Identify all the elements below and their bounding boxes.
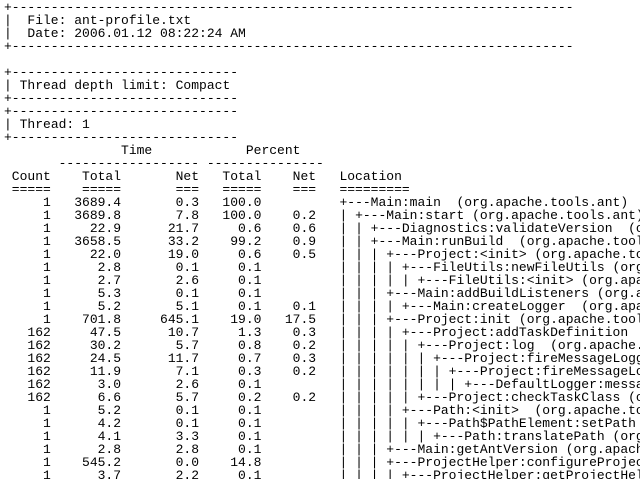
row-metrics: 162 3.0 2.6 0.1 bbox=[4, 377, 340, 392]
table-row: 1 4.2 0.1 0.1 | | | | | +---Path$PathEle… bbox=[4, 417, 640, 430]
row-metrics: 162 6.6 5.7 0.2 0.2 bbox=[4, 390, 340, 405]
outer-box-border-bottom: +---------------------------------------… bbox=[4, 39, 574, 54]
row-metrics: 1 701.8 645.1 19.0 17.5 bbox=[4, 312, 340, 327]
table-row: 1 3689.8 7.8 100.0 0.2 | +---Main:start … bbox=[4, 209, 640, 222]
table-row: 162 30.2 5.7 0.8 0.2 | | | | | +---Proje… bbox=[4, 339, 640, 352]
row-location: | | | +---Project:init (org.apache.tool bbox=[339, 312, 640, 327]
table-row: 1 701.8 645.1 19.0 17.5 | | | +---Projec… bbox=[4, 313, 640, 326]
thread-depth-line-label: Thread depth limit: Compact bbox=[19, 78, 231, 93]
date-line-label: Date: 2006.01.12 08:22:24 AM bbox=[27, 26, 246, 41]
row-metrics: 1 22.9 21.7 0.6 0.6 bbox=[4, 221, 340, 236]
table-row: 1 5.2 5.1 0.1 0.1 | | | | +---Main:creat… bbox=[4, 300, 640, 313]
table-row: 162 24.5 11.7 0.7 0.3 | | | | | | +---Pr… bbox=[4, 352, 640, 365]
inner-box-border: +----------------------------- bbox=[4, 91, 239, 106]
row-metrics: 162 30.2 5.7 0.8 0.2 bbox=[4, 338, 340, 353]
table-row: 1 5.3 0.1 0.1 | | | +---Main:addBuildLis… bbox=[4, 287, 640, 300]
file-line-label: File: ant-profile.txt bbox=[27, 13, 192, 28]
inner-box-border: +----------------------------- bbox=[4, 104, 239, 119]
row-location: | | | | | +---Project:log (org.apache. bbox=[339, 338, 640, 353]
box-pipe-prefix: | bbox=[4, 13, 28, 28]
row-metrics: 1 4.2 0.1 0.1 bbox=[4, 416, 340, 431]
row-location: | | | | | +---Path$PathElement:setPath bbox=[339, 416, 636, 431]
outer-box-border-top: +---------------------------------------… bbox=[4, 0, 574, 15]
inner-box-border: +----------------------------- bbox=[4, 65, 239, 80]
row-metrics: 1 2.7 2.6 0.1 bbox=[4, 273, 340, 288]
row-metrics: 1 3658.5 33.2 99.2 0.9 bbox=[4, 234, 340, 249]
table-row: 162 3.0 2.6 0.1 | | | | | | | | +---Defa… bbox=[4, 378, 640, 391]
table-row: 1 2.8 0.1 0.1 | | | | +---FileUtils:newF… bbox=[4, 261, 640, 274]
table-row: 162 11.9 7.1 0.3 0.2 | | | | | | | +---P… bbox=[4, 365, 640, 378]
row-metrics: 1 5.2 0.1 0.1 bbox=[4, 403, 340, 418]
row-location: | +---Main:start (org.apache.tools.ant) bbox=[339, 208, 640, 223]
row-metrics: 1 545.2 0.0 14.8 bbox=[4, 455, 340, 470]
row-metrics: 1 5.3 0.1 0.1 bbox=[4, 286, 340, 301]
table-row: 1 3.7 2.2 0.1 | | | | +---ProjectHelper:… bbox=[4, 469, 640, 479]
row-metrics: 1 22.0 19.0 0.6 0.5 bbox=[4, 247, 340, 262]
row-location: | | +---Main:runBuild (org.apache.tool bbox=[339, 234, 640, 249]
table-row: 1 22.9 21.7 0.6 0.6 | | +---Diagnostics:… bbox=[4, 222, 640, 235]
row-metrics: 1 4.1 3.3 0.1 bbox=[4, 429, 340, 444]
file-line: | File: ant-profile.txt bbox=[4, 14, 640, 27]
row-metrics: 1 2.8 2.8 0.1 bbox=[4, 442, 340, 457]
box-pipe-prefix: | bbox=[4, 117, 20, 132]
row-location: | | | | +---FileUtils:newFileUtils (org bbox=[339, 260, 640, 275]
column-group-underline: ------------------ --------------- bbox=[4, 156, 324, 171]
table-row: 162 6.6 5.7 0.2 0.2 | | | | | +---Projec… bbox=[4, 391, 640, 404]
row-metrics: 1 5.2 5.1 0.1 0.1 bbox=[4, 299, 340, 314]
row-location: | | | | | | | +---Project:fireMessageLo bbox=[339, 364, 640, 379]
row-location: | | | +---ProjectHelper:configureProjec bbox=[339, 455, 640, 470]
thread-line-label: Thread: 1 bbox=[19, 117, 90, 132]
date-line: | Date: 2006.01.12 08:22:24 AM bbox=[4, 27, 640, 40]
thread-line: | Thread: 1 bbox=[4, 118, 640, 131]
column-header-row: Count Total Net Total Net Location bbox=[4, 169, 402, 184]
row-location: | | | +---Main:getAntVersion (org.apach bbox=[339, 442, 640, 457]
row-location: | | | | | +---Project:checkTaskClass (o bbox=[339, 390, 640, 405]
row-location: | | | | | | +---Project:fireMessageLogg bbox=[339, 351, 640, 366]
row-metrics: 1 3.7 2.2 0.1 bbox=[4, 468, 340, 479]
row-location: | | | +---Project:<init> (org.apache.to bbox=[339, 247, 640, 262]
row-location: | | | +---Main:addBuildListeners (org.a bbox=[339, 286, 640, 301]
row-location: +---Main:main (org.apache.tools.ant) bbox=[339, 195, 629, 210]
table-row: 162 47.5 10.7 1.3 0.3 | | | | +---Projec… bbox=[4, 326, 640, 339]
row-location: | | | | | | | | +---DefaultLogger:messa bbox=[339, 377, 640, 392]
table-row: 1 4.1 3.3 0.1 | | | | | | +---Path:trans… bbox=[4, 430, 640, 443]
table-row: 1 3658.5 33.2 99.2 0.9 | | +---Main:runB… bbox=[4, 235, 640, 248]
table-row: 1 3689.4 0.3 100.0 +---Main:main (org.ap… bbox=[4, 196, 640, 209]
table-row: 1 2.8 2.8 0.1 | | | +---Main:getAntVersi… bbox=[4, 443, 640, 456]
table-row: 1 545.2 0.0 14.8 | | | +---ProjectHelper… bbox=[4, 456, 640, 469]
row-location: | | | | +---Path:<init> (org.apache.to bbox=[339, 403, 640, 418]
row-metrics: 162 24.5 11.7 0.7 0.3 bbox=[4, 351, 340, 366]
row-metrics: 1 3689.8 7.8 100.0 0.2 bbox=[4, 208, 340, 223]
row-location: | | | | | +---FileUtils:<init> (org.apa bbox=[339, 273, 640, 288]
box-pipe-prefix: | bbox=[4, 78, 20, 93]
thread-depth-line: | Thread depth limit: Compact bbox=[4, 79, 640, 92]
row-location: | | | | | | +---Path:translatePath (org bbox=[339, 429, 640, 444]
row-metrics: 1 2.8 0.1 0.1 bbox=[4, 260, 340, 275]
row-location: | | | | +---Project:addTaskDefinition bbox=[339, 325, 629, 340]
row-metrics: 162 47.5 10.7 1.3 0.3 bbox=[4, 325, 340, 340]
column-underline-row: ===== ===== === ===== === ========= bbox=[4, 182, 410, 197]
box-pipe-prefix: | bbox=[4, 26, 28, 41]
row-location: | | | | +---ProjectHelper:getProjectHel bbox=[339, 468, 640, 479]
inner-box-border: +----------------------------- bbox=[4, 130, 239, 145]
column-group-header: Time Percent bbox=[4, 143, 301, 158]
row-metrics: 1 3689.4 0.3 100.0 bbox=[4, 195, 340, 210]
row-metrics: 162 11.9 7.1 0.3 0.2 bbox=[4, 364, 340, 379]
table-row: 1 2.7 2.6 0.1 | | | | | +---FileUtils:<i… bbox=[4, 274, 640, 287]
table-row: 1 22.0 19.0 0.6 0.5 | | | +---Project:<i… bbox=[4, 248, 640, 261]
row-location: | | | | +---Main:createLogger (org.apa bbox=[339, 299, 640, 314]
row-location: | | +---Diagnostics:validateVersion (o bbox=[339, 221, 640, 236]
table-row: 1 5.2 0.1 0.1 | | | | +---Path:<init> (o… bbox=[4, 404, 640, 417]
